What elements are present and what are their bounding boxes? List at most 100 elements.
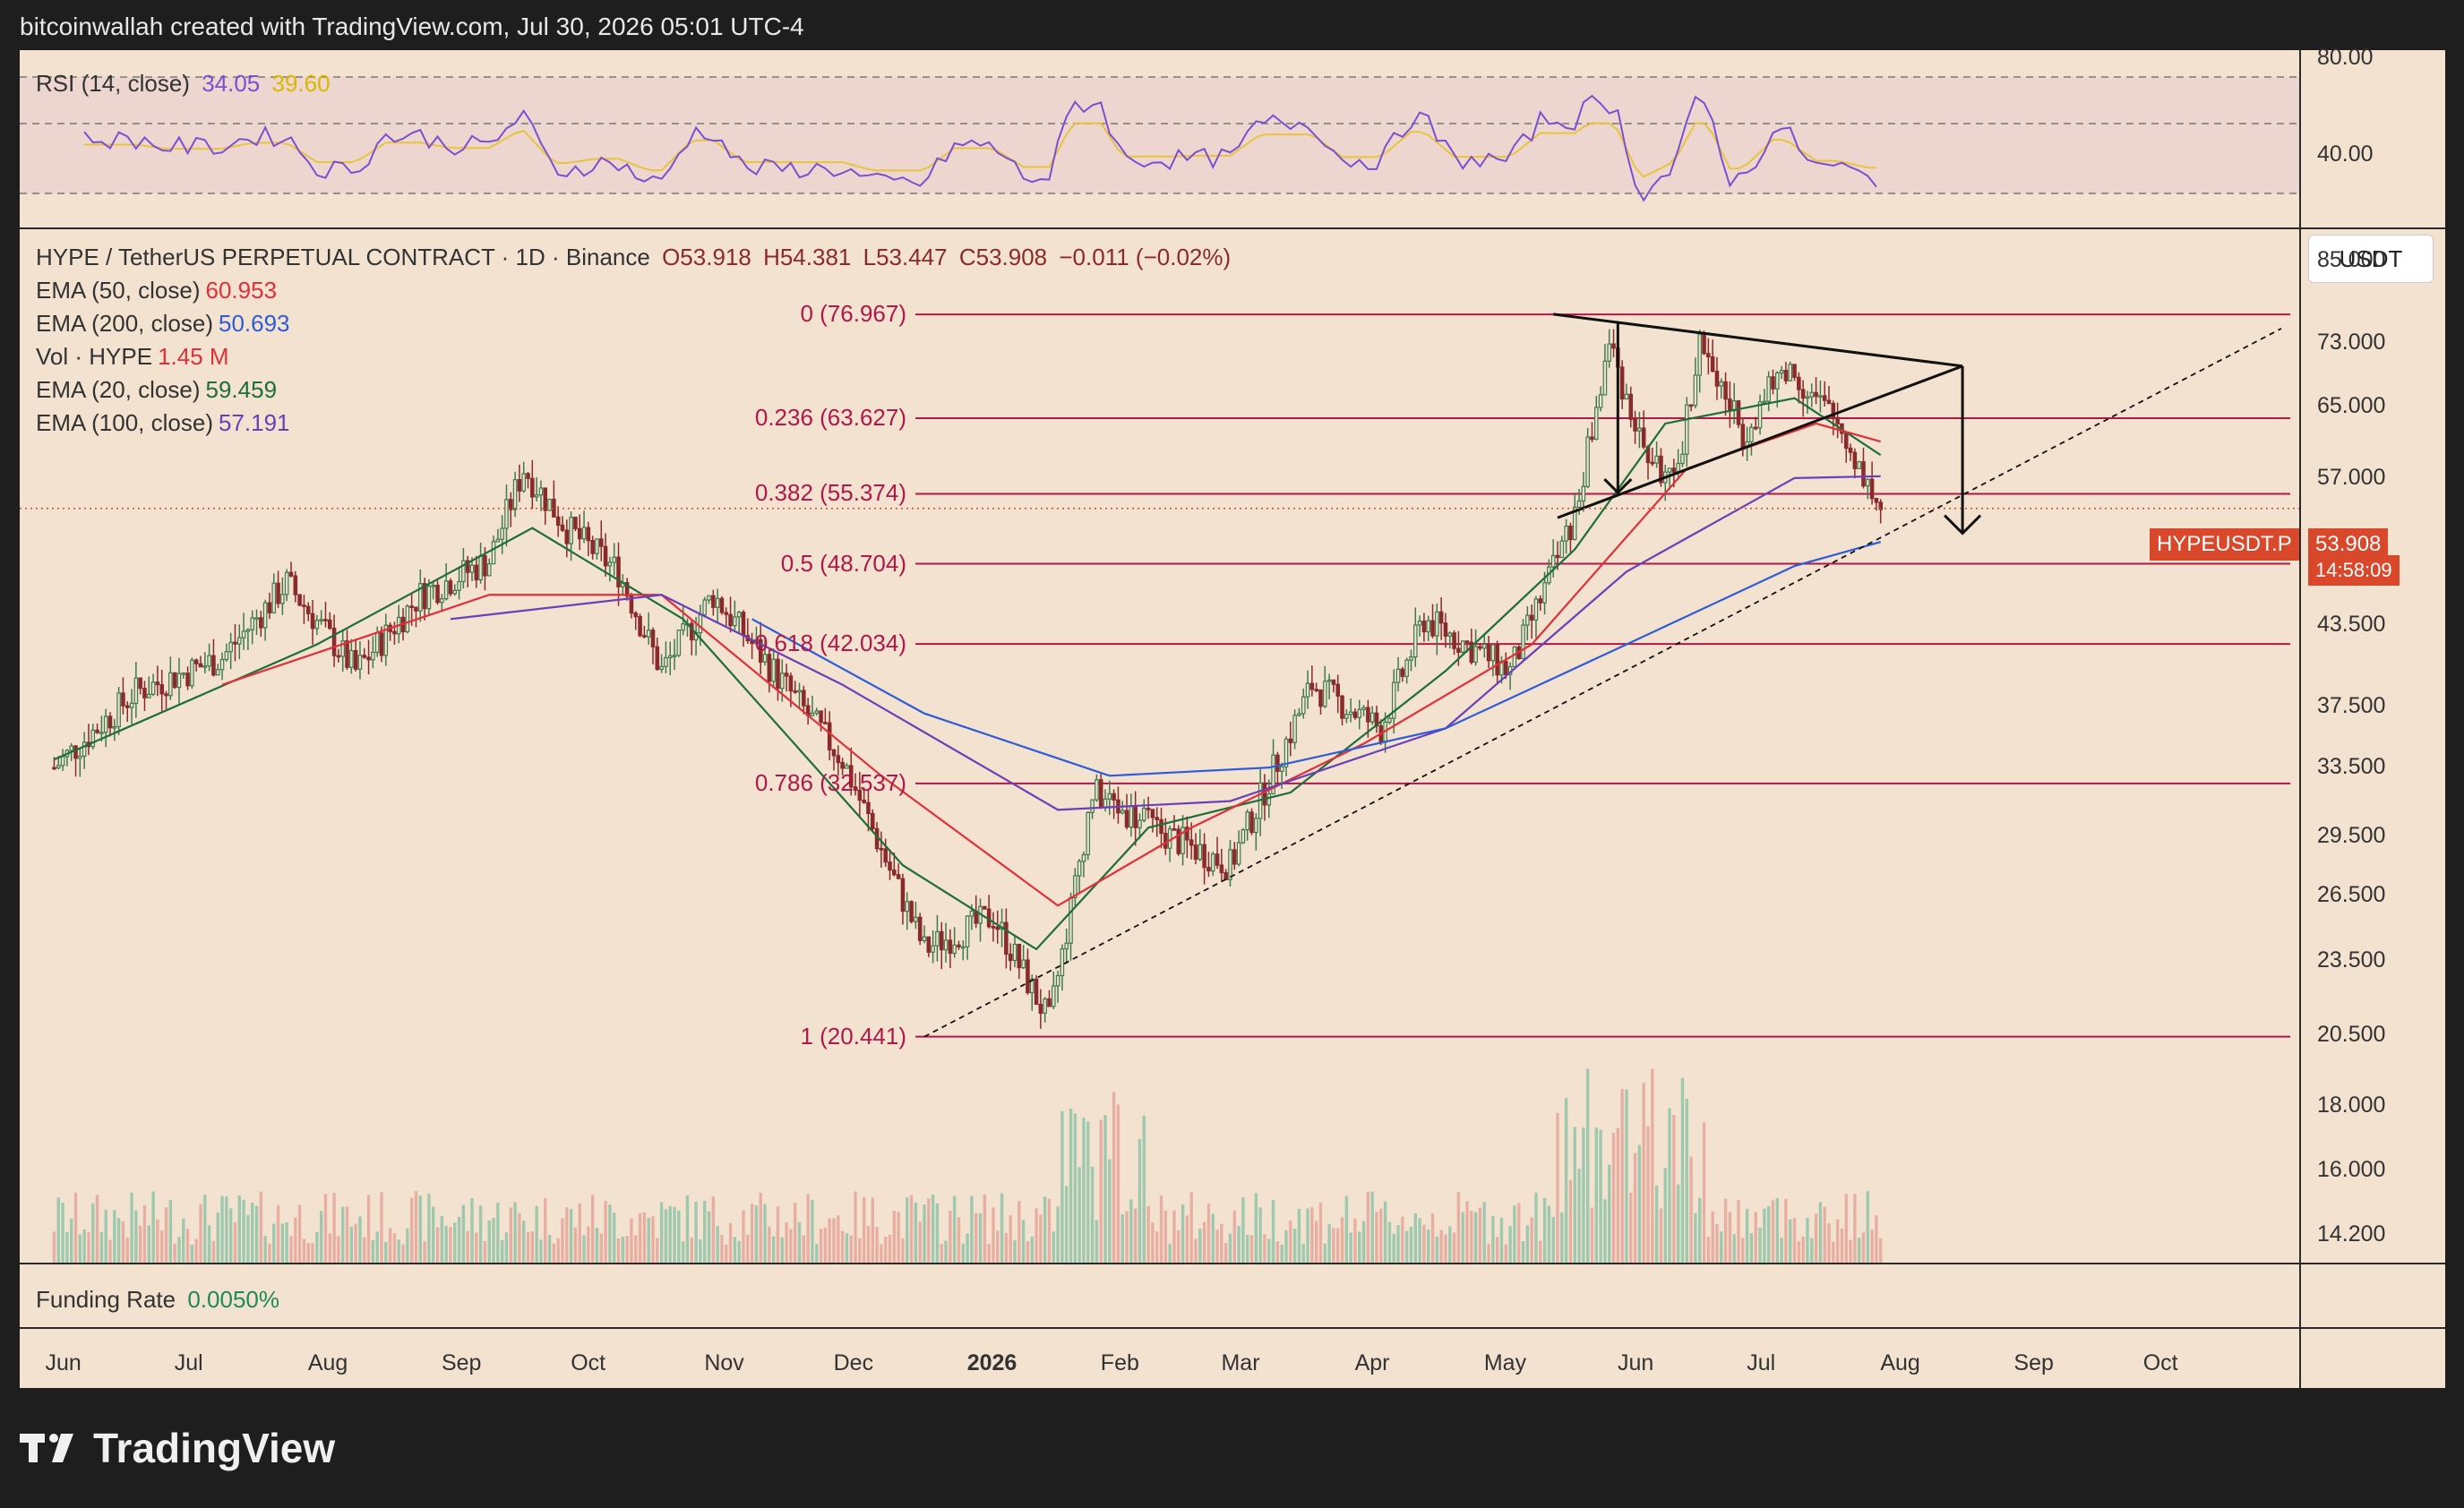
volume-bar <box>432 1206 435 1263</box>
candle-body <box>1340 695 1344 719</box>
funding-legend[interactable]: Funding Rate 0.0050% <box>36 1286 285 1314</box>
candle-body <box>831 749 837 757</box>
volume-bar <box>694 1201 698 1263</box>
rsi-separator[interactable] <box>20 227 2445 229</box>
time-tick: Jun <box>45 1350 82 1375</box>
candle-body <box>1542 582 1547 604</box>
candle-body <box>909 901 914 922</box>
candle-body <box>1706 353 1711 358</box>
price-tick: 29.500 <box>2317 823 2386 849</box>
volume-bar <box>1120 1214 1124 1263</box>
candle-body <box>443 580 449 600</box>
volume-bar <box>406 1228 409 1263</box>
volume-bar <box>1056 1206 1060 1263</box>
candle-body <box>155 681 160 686</box>
volume-bar <box>561 1218 564 1263</box>
volume-bar <box>750 1204 754 1263</box>
volume-bar <box>1133 1208 1138 1263</box>
candle-body <box>1848 447 1853 453</box>
candle-body <box>577 527 582 540</box>
volume-bar <box>302 1238 306 1263</box>
volume-bar <box>1720 1231 1723 1263</box>
candle-body <box>810 712 815 716</box>
volume-bar <box>1651 1068 1654 1263</box>
symbol-legend[interactable]: HYPE / TetherUS PERPETUAL CONTRACT · 1D … <box>36 244 1236 271</box>
indicator-row[interactable]: EMA (50, close) 60.953 <box>36 277 282 304</box>
candle-body <box>215 669 220 676</box>
volume-bar <box>216 1212 219 1263</box>
candle-body <box>147 693 151 698</box>
volume-bar <box>1625 1089 1628 1263</box>
volume-bar <box>539 1239 543 1263</box>
volume-bar <box>52 1231 56 1263</box>
candle-body <box>603 545 608 567</box>
ohlc-high: H54.381 <box>763 244 852 270</box>
indicator-row[interactable]: EMA (20, close) 59.459 <box>36 376 282 404</box>
volume-bar <box>815 1244 819 1263</box>
candle-body <box>1572 506 1577 541</box>
volume-bar <box>906 1197 909 1263</box>
candle-body <box>1326 679 1332 682</box>
candle-body <box>595 538 599 554</box>
volume-bar <box>220 1195 224 1263</box>
volume-bar <box>513 1202 517 1263</box>
volume-bar <box>388 1228 392 1263</box>
candle-body <box>1361 707 1366 710</box>
volume-bar <box>1035 1208 1038 1263</box>
volume-bar <box>147 1225 150 1263</box>
volume-bar <box>1525 1225 1530 1263</box>
funding-separator[interactable] <box>20 1263 2445 1264</box>
price-tick: 57.000 <box>2317 464 2386 490</box>
volume-bar <box>61 1203 64 1263</box>
volume-bar <box>311 1243 314 1263</box>
candle-body <box>150 681 156 695</box>
candle-body <box>1779 370 1784 374</box>
candle-body <box>371 651 375 661</box>
chart-frame[interactable]: RSI (14, close) 34.05 39.60 80.00 40.00 … <box>20 45 2445 1388</box>
candle-body <box>1611 343 1616 349</box>
candle-body <box>922 936 927 941</box>
volume-bar <box>177 1237 181 1263</box>
volume-bar <box>1810 1238 1814 1263</box>
volume-bar <box>427 1194 431 1263</box>
volume-bar <box>1361 1221 1366 1263</box>
indicator-label: Vol · HYPE <box>36 343 153 370</box>
candle-body <box>1292 715 1297 743</box>
ema-line <box>221 422 1882 907</box>
indicator-row[interactable]: Vol · HYPE 1.45 M <box>36 343 235 371</box>
candle-body <box>95 729 99 733</box>
candle-body <box>1417 621 1422 626</box>
candle-body <box>1753 426 1758 430</box>
tradingview-logo[interactable]: TradingView <box>20 1424 335 1472</box>
rsi-legend[interactable]: RSI (14, close) 34.05 39.60 <box>36 70 336 98</box>
candle-body <box>969 910 974 917</box>
volume-bar <box>134 1210 138 1263</box>
volume-bar <box>1271 1199 1275 1263</box>
volume-bar <box>1396 1225 1400 1263</box>
volume-bar <box>918 1221 922 1263</box>
volume-bar <box>866 1226 871 1263</box>
candle-body <box>1262 782 1267 806</box>
candle-body <box>284 571 289 595</box>
volume-bar <box>1198 1228 1202 1263</box>
fib-label: 0.618 (42.034) <box>754 630 906 657</box>
volume-bar <box>720 1235 724 1263</box>
candle-body <box>237 637 242 645</box>
candle-body <box>1521 624 1525 660</box>
volume-bar <box>1116 1104 1120 1263</box>
volume-bar <box>444 1225 448 1263</box>
volume-bar <box>319 1211 323 1263</box>
volume-bar <box>1823 1206 1826 1263</box>
volume-bar <box>1513 1205 1516 1263</box>
ema-line <box>751 541 1882 777</box>
chart-canvas[interactable] <box>20 50 2445 1388</box>
candle-body <box>211 655 216 676</box>
volume-bar <box>1482 1202 1486 1263</box>
currency-button[interactable]: USDT <box>2308 235 2434 283</box>
volume-bar <box>1215 1230 1219 1263</box>
indicator-row[interactable]: EMA (200, close) 50.693 <box>36 310 296 338</box>
indicator-row[interactable]: EMA (100, close) 57.191 <box>36 409 296 437</box>
volume-bar <box>978 1213 983 1263</box>
volume-bar <box>392 1233 397 1263</box>
candle-body <box>728 613 733 627</box>
